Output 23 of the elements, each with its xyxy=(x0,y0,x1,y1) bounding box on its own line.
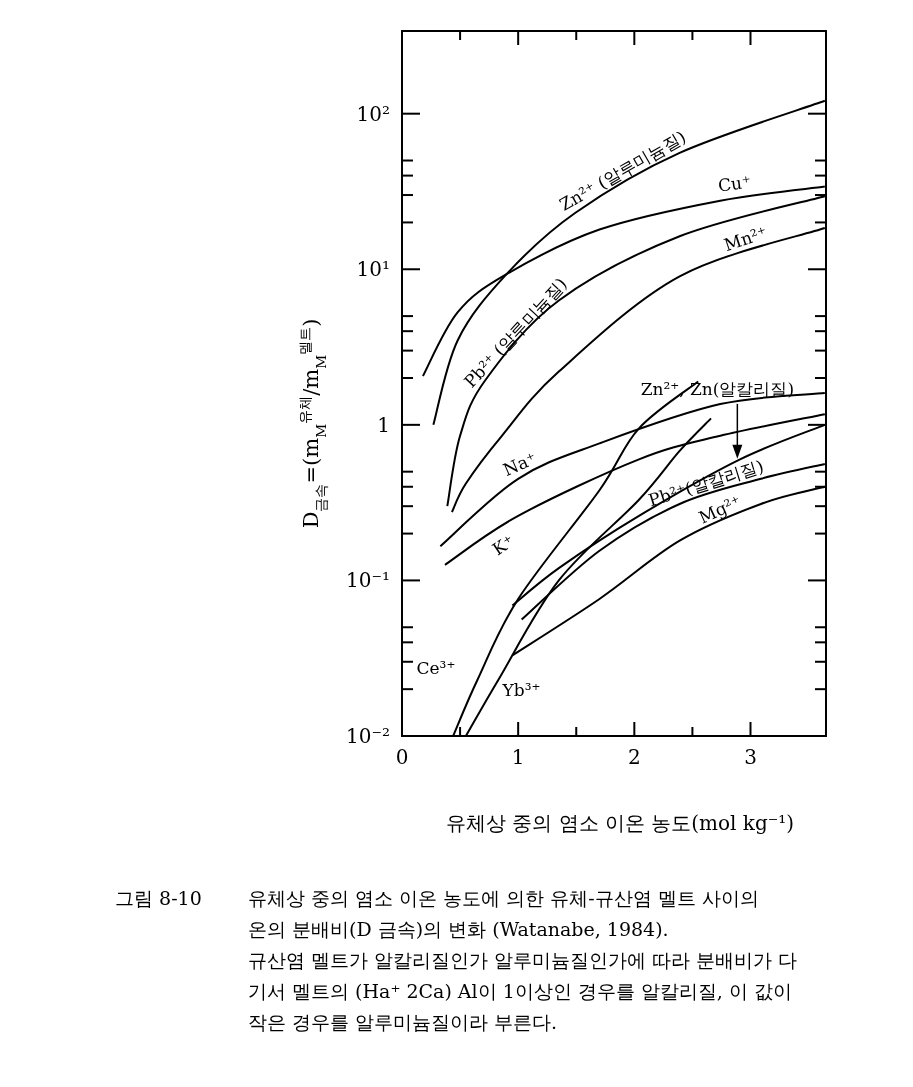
label-series: Cu⁺ xyxy=(716,171,753,196)
label-series: K⁺ xyxy=(488,530,518,560)
x-tick-label: 0 xyxy=(395,745,409,769)
y-tick-label: 1 xyxy=(377,412,390,437)
y-tick-label: 10⁻¹ xyxy=(345,568,390,593)
y-tick-label: 10² xyxy=(356,101,390,126)
text: 기서 멜트의 (Ha⁺ 2Ca) Al이 1이상인 경우를 알칼리질, 이 값이 xyxy=(248,980,792,1002)
x-tick-label: 1 xyxy=(511,745,525,769)
caption: 그림 8-10 xyxy=(115,887,202,909)
label-series: Zn²⁺, Zn(알칼리질) xyxy=(640,378,795,399)
y-tick-label: 10⁻² xyxy=(345,724,390,748)
text: 작은 경우를 알루미늄질이라 부른다. xyxy=(248,1011,558,1033)
label-series: Yb³⁺ xyxy=(502,680,541,701)
text: 온의 분배비(D 금속)의 변화 (Watanabe, 1984). xyxy=(248,918,669,940)
x-tick-label: 2 xyxy=(627,745,641,769)
label-series: Na⁺ xyxy=(500,448,540,480)
label-series: Mn²⁺ xyxy=(721,222,770,256)
x-axis-title: 유체상 중의 염소 이온 농도(mol kg⁻¹) xyxy=(445,811,795,835)
label-series: Ce³⁺ xyxy=(416,657,456,678)
x-tick-label: 3 xyxy=(744,745,757,769)
text: 유체상 중의 염소 이온 농도에 의한 유체-규산염 멜트 사이의 xyxy=(248,887,759,909)
text: 규산염 멜트가 알칼리질인가 알루미늄질인가에 따라 분배비가 다 xyxy=(248,949,798,971)
y-tick-label: 10¹ xyxy=(356,257,390,282)
